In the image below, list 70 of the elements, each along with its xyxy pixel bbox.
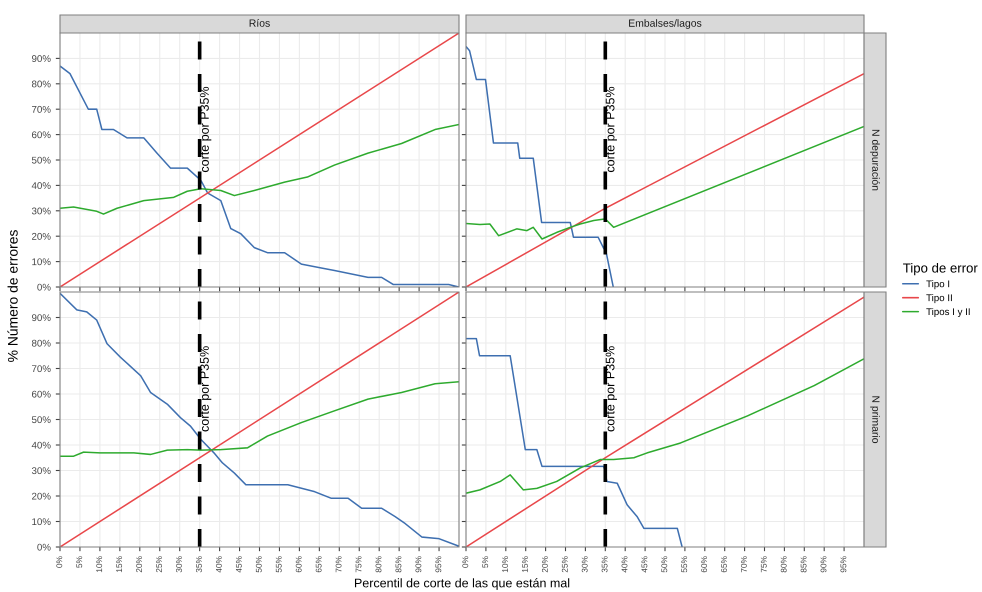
y2-axis-title: N primario — [870, 396, 880, 444]
x-tick-label: 0% — [56, 556, 62, 568]
x-tick-label: 50% — [661, 556, 668, 572]
y-tick-label: 60% — [32, 390, 51, 398]
y-tick-label: 70% — [32, 365, 51, 372]
y-tick-label: 90% — [32, 314, 51, 322]
x-tick-label: 40% — [216, 556, 222, 573]
y-tick-label: 40% — [32, 182, 51, 190]
y-tick-label: 10% — [32, 518, 51, 526]
x-tick-label: 55% — [276, 556, 282, 572]
y-tick-label: 30% — [32, 467, 51, 474]
x-tick-label: 75% — [760, 556, 767, 572]
x-tick-label: 45% — [641, 556, 648, 573]
y-tick-label: 20% — [32, 492, 51, 500]
legend-label: Tipo II — [926, 294, 952, 304]
y-tick-label: 50% — [32, 156, 51, 164]
y-tick-label: 50% — [32, 416, 51, 424]
y-tick-label: 90% — [32, 55, 51, 62]
y-tick-label: 10% — [32, 258, 51, 266]
x-tick-label: 55% — [681, 556, 688, 572]
x-tick-label: 10% — [96, 556, 102, 572]
x-tick-label: 70% — [336, 556, 342, 572]
y-tick-label: 80% — [32, 80, 51, 88]
x-tick-label: 25% — [156, 556, 162, 572]
x-tick-label: 50% — [256, 556, 262, 572]
legend-title: Tipo de error — [903, 262, 978, 276]
x-tick-label: 85% — [395, 556, 402, 572]
x-tick-label: 45% — [236, 556, 242, 573]
x-tick-label: 85% — [800, 556, 807, 572]
x-tick-label: 80% — [376, 556, 382, 572]
x-tick-label: 25% — [562, 556, 568, 572]
x-tick-label: 65% — [316, 556, 322, 572]
y-tick-label: 70% — [32, 106, 51, 113]
legend-label: Tipos I y II — [926, 308, 970, 318]
y-tick-label: 0% — [37, 284, 51, 291]
y-tick-label: 20% — [32, 232, 51, 240]
x-tick-label: 15% — [522, 556, 528, 572]
x-tick-label: 60% — [296, 556, 302, 572]
chart-title: Ríos — [250, 19, 270, 27]
x-tick-label: 35% — [196, 556, 202, 572]
chart-title: Embalses/lagos — [629, 19, 702, 29]
x-tick-label: 90% — [415, 556, 422, 572]
x-tick-label: 95% — [435, 556, 442, 572]
y-tick-label: 60% — [32, 131, 51, 138]
x-tick-label: 0% — [462, 556, 468, 568]
legend-label: Tipo I — [926, 280, 950, 290]
x-tick-label: 70% — [740, 556, 747, 572]
x-tick-label: 80% — [780, 556, 787, 572]
y-tick-label: 0% — [37, 544, 51, 551]
x-tick-label: 60% — [701, 556, 708, 572]
x-tick-label: 30% — [582, 556, 588, 572]
y-tick-label: 80% — [32, 340, 51, 347]
x-tick-label: 35% — [602, 556, 608, 572]
y-tick-label: 40% — [32, 442, 51, 449]
x-tick-label: 90% — [820, 556, 826, 572]
x-tick-label: 20% — [136, 556, 142, 572]
x-tick-label: 5% — [76, 556, 82, 568]
y2-axis-title: N depuración — [870, 130, 880, 190]
x-tick-label: 65% — [721, 556, 727, 572]
x-tick-label: 95% — [840, 556, 846, 572]
y-axis-title: % Número de errores — [7, 230, 18, 362]
x-tick-label: 15% — [116, 556, 122, 572]
y-tick-label: 30% — [32, 208, 51, 214]
x-tick-label: 20% — [542, 556, 548, 572]
x-tick-label: 5% — [482, 556, 488, 568]
x-axis-title: Percentil de corte de las que están mal — [354, 578, 570, 590]
x-tick-label: 75% — [356, 556, 362, 572]
x-tick-label: 10% — [502, 556, 508, 572]
x-tick-label: 30% — [176, 556, 182, 572]
x-tick-label: 40% — [622, 556, 628, 573]
